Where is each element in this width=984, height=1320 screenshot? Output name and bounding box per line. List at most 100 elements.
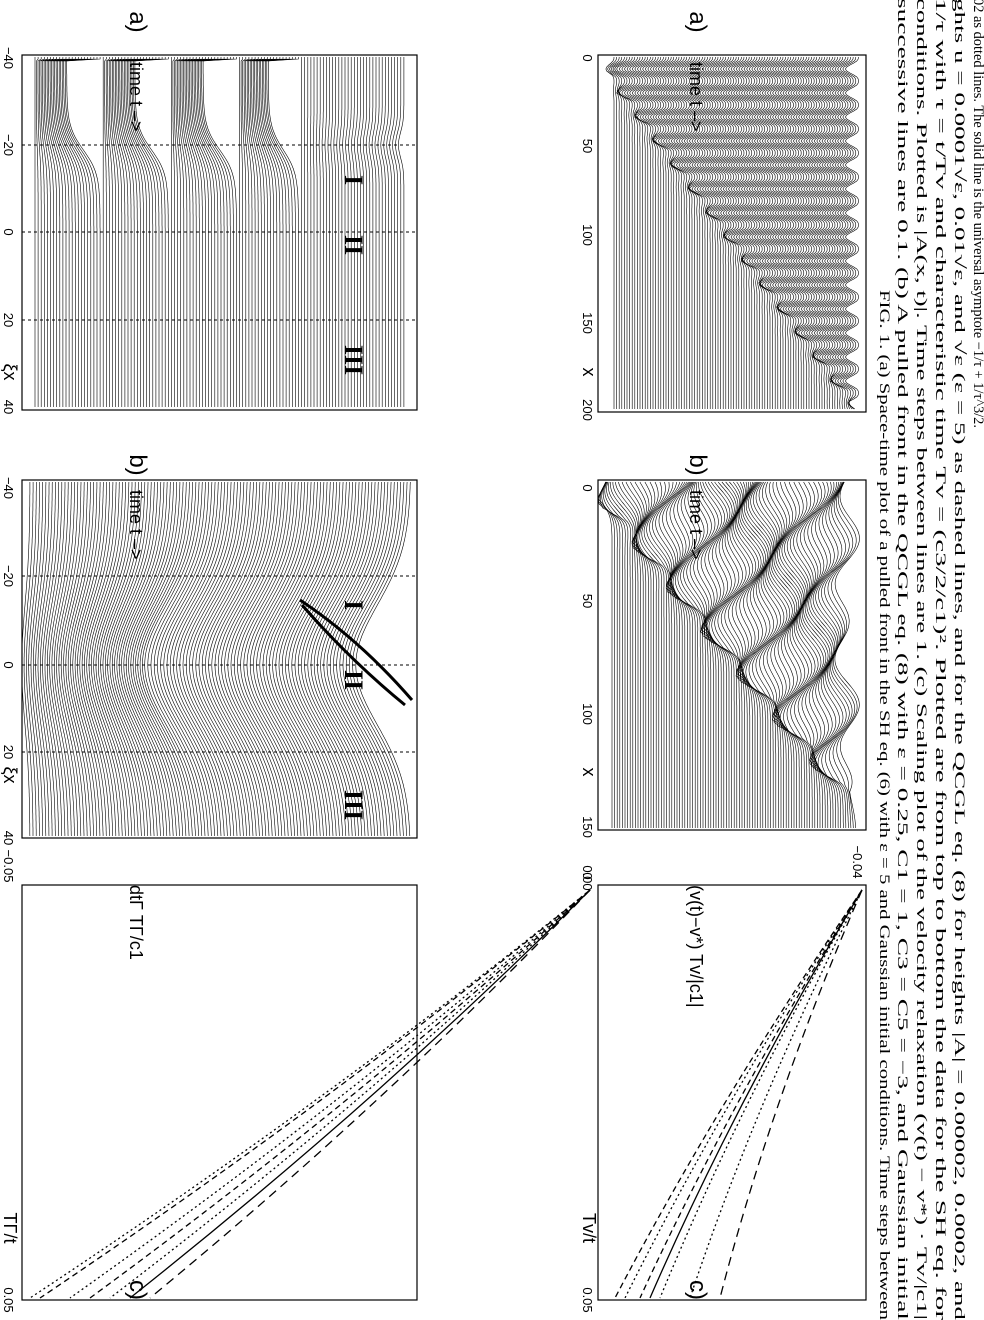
trace [130, 482, 181, 837]
trace [144, 481, 200, 837]
trace [195, 481, 251, 837]
tick-label: −40 [1, 477, 16, 499]
trace [60, 482, 85, 836]
trace [246, 57, 256, 407]
region-label: I [339, 175, 368, 185]
trace [649, 481, 675, 828]
trace [625, 481, 649, 828]
trace [79, 482, 110, 837]
trace [249, 57, 262, 407]
trace [658, 481, 683, 828]
trace [243, 57, 250, 407]
trace [680, 481, 706, 828]
trace [26, 482, 37, 836]
trace [834, 481, 860, 829]
trace [221, 481, 277, 837]
trace [336, 481, 392, 837]
trace [127, 57, 154, 407]
trace [771, 482, 799, 828]
trace [48, 57, 64, 407]
trace [240, 57, 243, 407]
trace [789, 481, 819, 828]
trace [98, 482, 136, 836]
trace [837, 56, 851, 410]
scaling-curve [689, 889, 863, 1299]
trace [324, 57, 327, 407]
trace [639, 481, 665, 828]
trace [252, 57, 268, 407]
trace [272, 481, 328, 837]
trace [114, 481, 158, 836]
trace [672, 481, 699, 828]
trace [317, 481, 373, 837]
trace [380, 57, 386, 407]
trace [330, 57, 333, 407]
trace [706, 481, 735, 828]
trace [827, 481, 856, 829]
scaling-curve [129, 889, 591, 1299]
panel-label: c) [124, 1280, 151, 1300]
trace [65, 481, 91, 837]
trace [765, 481, 793, 828]
trace [709, 56, 724, 409]
tick-label: 100 [580, 224, 595, 246]
trace [774, 56, 789, 409]
tick-label: 50 [580, 594, 595, 608]
trace [743, 56, 758, 409]
region-label: I [339, 600, 368, 610]
trace [824, 56, 838, 410]
trace [281, 481, 337, 837]
trace [237, 481, 293, 837]
tick-label: −20 [1, 565, 16, 587]
trace [157, 481, 213, 837]
trace [699, 56, 714, 409]
trace [304, 481, 360, 837]
trace [667, 481, 691, 828]
trace [771, 481, 798, 828]
trace [786, 481, 816, 828]
trace [177, 57, 185, 407]
trace [646, 481, 673, 828]
trace [313, 481, 369, 837]
trace [702, 56, 716, 409]
trace [650, 56, 664, 409]
trace [176, 481, 232, 837]
trace [821, 56, 836, 409]
axis-label: dtΓ TΓ/c1 [126, 885, 146, 960]
trace [42, 482, 59, 836]
trace [756, 56, 771, 409]
trace [205, 481, 261, 837]
tick-label: 0 [580, 54, 595, 61]
trace [816, 56, 831, 410]
trace [192, 481, 248, 837]
frame [597, 54, 867, 413]
trace [686, 481, 712, 828]
trace [597, 481, 613, 828]
trace [803, 56, 818, 409]
trace [196, 57, 225, 407]
trace [54, 57, 76, 407]
trace [318, 57, 321, 407]
trace [130, 57, 160, 407]
trace [704, 56, 719, 409]
trace [677, 481, 704, 828]
trace [227, 481, 283, 837]
scaling-curve [89, 889, 591, 1299]
trace [655, 481, 681, 828]
axis-label: time t –> [686, 62, 706, 132]
trace [86, 481, 120, 836]
trace [793, 56, 807, 409]
trace [832, 56, 846, 410]
trace [121, 57, 141, 407]
trace [47, 482, 66, 836]
trace [53, 482, 75, 836]
trace [291, 481, 347, 837]
trace [700, 481, 725, 828]
panel-label: b) [684, 454, 711, 475]
trace [150, 481, 206, 837]
trace [728, 481, 754, 828]
trace [313, 57, 315, 407]
caption-line: 1/τ with τ = t/Tv and characteristic tim… [932, 0, 948, 1320]
